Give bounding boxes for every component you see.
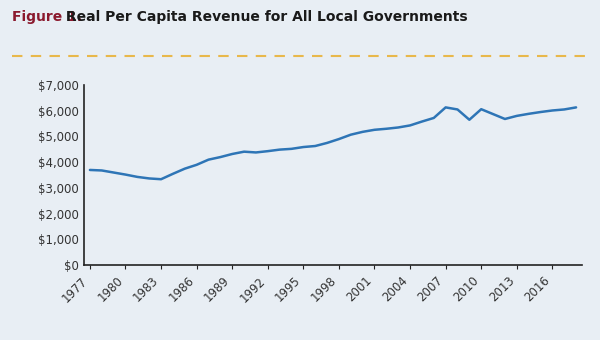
Text: Figure 1.: Figure 1. bbox=[12, 10, 82, 24]
Text: Real Per Capita Revenue for All Local Governments: Real Per Capita Revenue for All Local Go… bbox=[61, 10, 468, 24]
